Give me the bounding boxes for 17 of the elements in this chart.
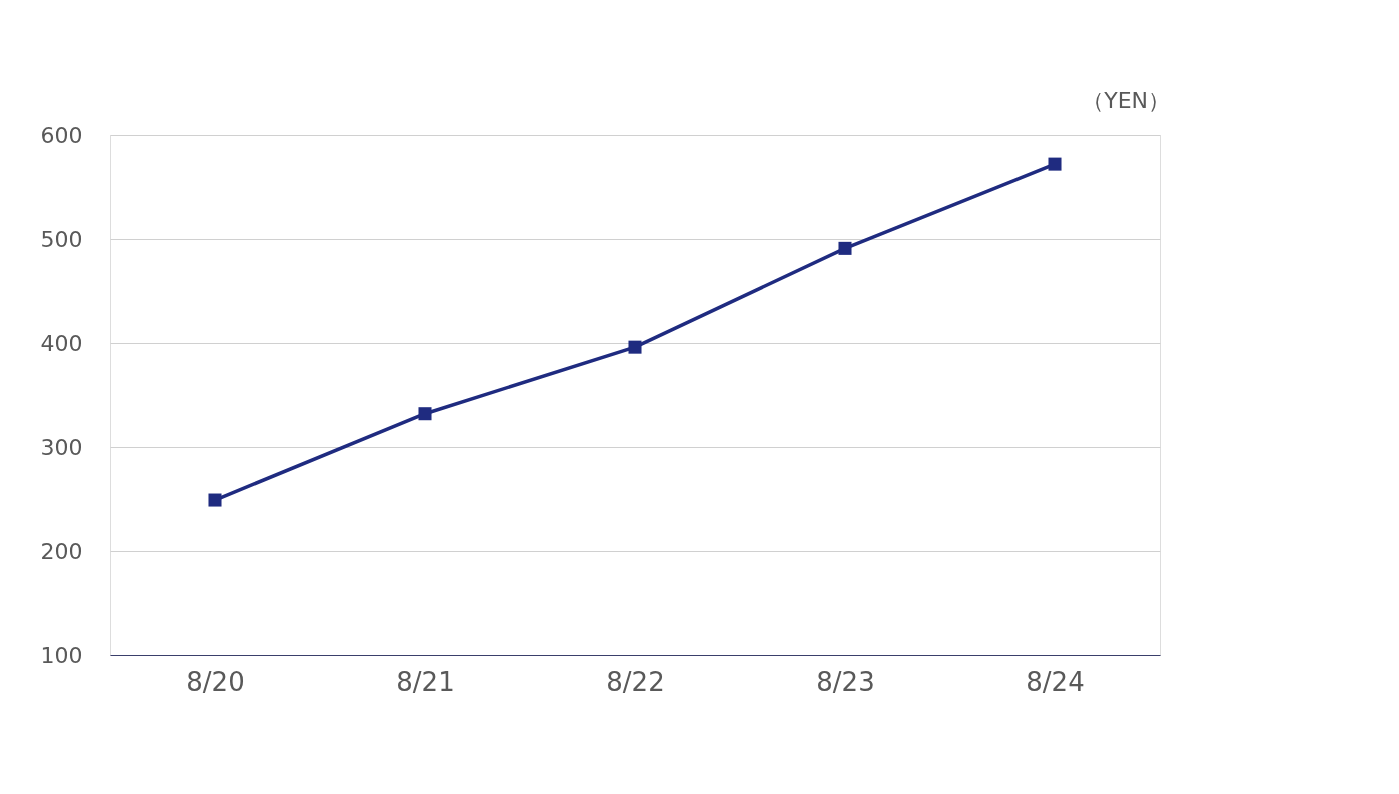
y-tick-label: 600 [40, 122, 83, 148]
x-tick-label: 8/22 [606, 666, 665, 697]
point [628, 340, 642, 354]
point [418, 407, 432, 421]
y-axis-title: （YEN） [1082, 88, 1170, 113]
y-tick-label: 300 [40, 434, 83, 460]
x-tick-label: 8/20 [186, 666, 245, 697]
x-tick-label: 8/23 [816, 666, 875, 697]
y-tick-label: 100 [40, 642, 83, 668]
y-tick-label: 400 [40, 330, 83, 356]
y-tick-label: 500 [40, 226, 83, 252]
point [838, 241, 852, 255]
x-tick-label: 8/24 [1026, 666, 1085, 697]
y-tick-label: 200 [40, 538, 83, 564]
x-tick-label: 8/21 [396, 666, 455, 697]
point [208, 493, 222, 507]
point [1048, 157, 1062, 171]
